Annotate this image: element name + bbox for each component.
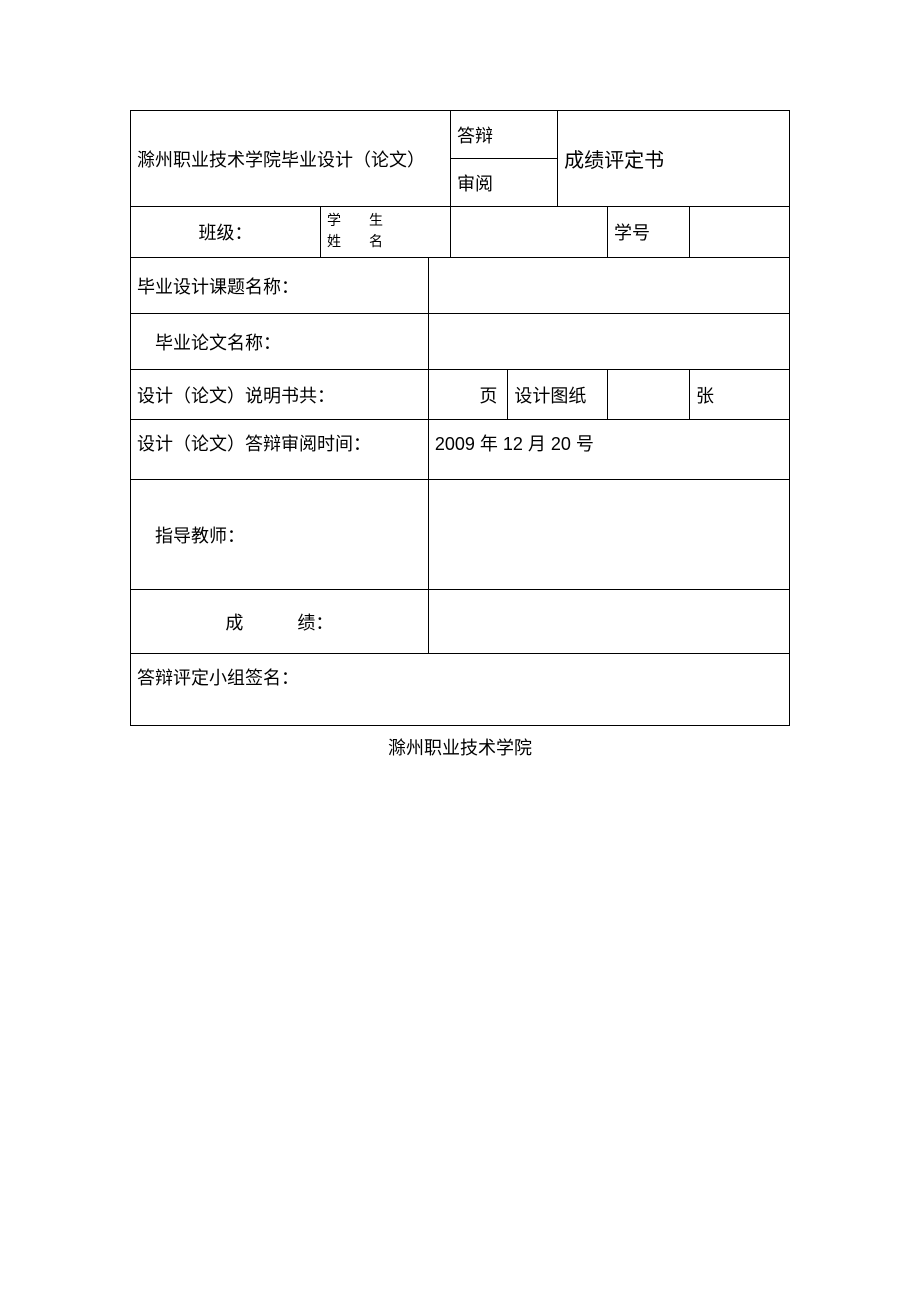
review-time-value: 2009 年 12 月 20 号	[435, 434, 594, 454]
table-row: 滁州职业技术学院毕业设计（论文） 答辩 成绩评定书	[131, 111, 790, 159]
review-time-label: 设计（论文）答辩审阅时间：	[137, 434, 371, 454]
grade-value-cell[interactable]	[428, 590, 789, 654]
result-label-cell: 成绩评定书	[558, 111, 790, 207]
sheet-unit: 张	[696, 386, 714, 406]
grade-label: 成 绩：	[225, 613, 333, 633]
table-row: 指导教师：	[131, 480, 790, 590]
supervisor-label-cell: 指导教师：	[131, 480, 429, 590]
option-review-cell: 审阅	[451, 159, 558, 207]
table-row: 班级： 学 生 姓 名 学号	[131, 207, 790, 258]
pages-label: 设计（论文）说明书共：	[137, 386, 335, 406]
review-time-value-cell[interactable]: 2009 年 12 月 20 号	[428, 420, 789, 480]
form-title-cell: 滁州职业技术学院毕业设计（论文）	[131, 111, 451, 207]
signature-cell[interactable]: 答辩评定小组签名：	[131, 654, 790, 726]
topic-label-cell: 毕业设计课题名称：	[131, 258, 429, 314]
drawings-label-cell: 设计图纸	[508, 370, 608, 420]
thesis-label: 毕业论文名称：	[155, 333, 281, 353]
page-unit-cell: 页	[428, 370, 508, 420]
supervisor-label: 指导教师：	[155, 526, 245, 546]
student-name-value-cell[interactable]	[451, 207, 608, 258]
supervisor-value-cell[interactable]	[428, 480, 789, 590]
student-name-label-cell: 学 生 姓 名	[321, 207, 451, 258]
table-row: 毕业论文名称：	[131, 314, 790, 370]
table-row: 设计（论文）答辩审阅时间： 2009 年 12 月 20 号	[131, 420, 790, 480]
drawings-value-cell[interactable]	[607, 370, 689, 420]
signature-label: 答辩评定小组签名：	[137, 668, 299, 688]
student-name-label-2: 姓 名	[327, 235, 383, 250]
student-id-label: 学号	[614, 223, 650, 243]
option-defense: 答辩	[457, 126, 493, 146]
class-label: 班级：	[199, 223, 253, 243]
student-id-value-cell[interactable]	[690, 207, 790, 258]
sheet-unit-cell: 张	[689, 370, 789, 420]
table-row: 毕业设计课题名称：	[131, 258, 790, 314]
table-row: 答辩评定小组签名：	[131, 654, 790, 726]
form-title: 滁州职业技术学院毕业设计（论文）	[137, 150, 425, 170]
review-time-label-cell: 设计（论文）答辩审阅时间：	[131, 420, 429, 480]
topic-label: 毕业设计课题名称：	[137, 277, 299, 297]
result-label: 成绩评定书	[564, 150, 664, 172]
option-review: 审阅	[457, 174, 493, 194]
grade-label-cell: 成 绩：	[131, 590, 429, 654]
table-row: 成 绩：	[131, 590, 790, 654]
class-label-cell: 班级：	[131, 207, 321, 258]
form-container: 滁州职业技术学院毕业设计（论文） 答辩 成绩评定书 审阅 班级： 学 生 姓 名	[130, 110, 790, 760]
page-unit: 页	[479, 386, 497, 406]
topic-value-cell[interactable]	[428, 258, 789, 314]
table-row: 设计（论文）说明书共： 页 设计图纸 张	[131, 370, 790, 420]
thesis-label-cell: 毕业论文名称：	[131, 314, 429, 370]
option-defense-cell: 答辩	[451, 111, 558, 159]
thesis-value-cell[interactable]	[428, 314, 789, 370]
student-name-label-1: 学 生	[327, 214, 383, 229]
drawings-label: 设计图纸	[514, 386, 586, 406]
pages-label-cell: 设计（论文）说明书共：	[131, 370, 429, 420]
evaluation-table: 滁州职业技术学院毕业设计（论文） 答辩 成绩评定书 审阅 班级： 学 生 姓 名	[130, 110, 790, 726]
student-id-label-cell: 学号	[607, 207, 689, 258]
footer-school-name: 滁州职业技术学院	[130, 734, 790, 760]
